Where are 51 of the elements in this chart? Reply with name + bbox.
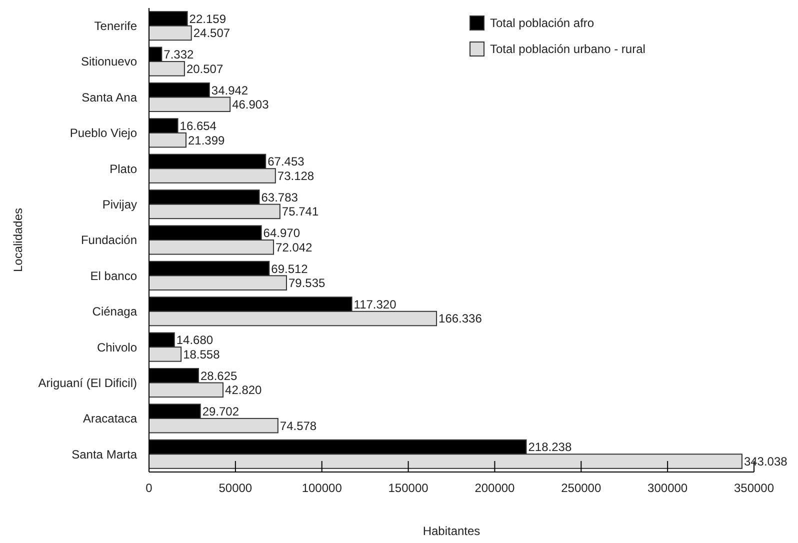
y-tick-label: Santa Ana [82,90,138,104]
data-label: 72.042 [276,240,313,254]
data-label: 34.942 [211,83,248,98]
data-label: 14.680 [176,333,214,348]
y-tick-label: Pivijay [102,198,137,212]
data-label: 343.038 [744,454,788,468]
x-tick-label: 200000 [474,481,516,495]
y-tick-label: Ariguaní (El Dificil) [38,376,137,390]
y-tick-label: Santa Marta [72,447,138,462]
data-label: 75.741 [282,204,319,219]
data-label: 46.903 [232,98,270,112]
data-label: 69.512 [271,262,308,276]
x-tick-label: 50000 [218,481,252,495]
y-tick-label: Ciénaga [92,304,138,319]
data-label: 24.507 [193,26,230,40]
data-label: 28.625 [200,368,238,383]
data-label: 21.399 [188,133,226,148]
x-tick-label: 0 [146,481,153,495]
y-tick-label: Fundación [80,233,137,248]
data-label: 20.507 [186,62,224,76]
x-tick-label: 100000 [302,481,342,495]
x-tick-label: 150000 [388,481,429,495]
legend-label: Total población afro [490,16,594,30]
y-tick-label: Plato [110,162,138,176]
legend-label: Total población urbano - rural [490,42,646,56]
y-tick-label: Pueblo Viejo [70,126,138,140]
data-label: 18.558 [183,347,220,362]
y-tick-label: Chivolo [96,340,138,354]
x-tick-label: 250000 [561,481,602,495]
y-tick-label: Sitionuevo [80,54,138,69]
data-label: 42.820 [225,383,262,398]
data-label: 64.970 [263,226,300,240]
data-label: 63.783 [261,190,298,204]
data-label: 166.336 [438,312,482,326]
x-axis-title: Habitantes [422,524,480,538]
data-label: 16.654 [180,118,217,133]
data-label: 79.535 [288,276,326,290]
y-tick-label: Aracataca [82,412,138,426]
data-label: 22.159 [189,12,226,26]
data-label: 67.453 [268,154,305,169]
data-label: 29.702 [202,404,240,419]
x-tick-label: 350000 [734,481,774,495]
y-axis-title: Localidades [11,208,25,272]
y-tick-label: El banco [90,268,138,283]
data-label: 7.332 [164,48,194,62]
data-label: 74.578 [280,418,317,433]
x-tick-label: 300000 [648,481,688,495]
y-tick-label: Tenerife [94,19,138,34]
data-label: 73.128 [277,168,314,183]
data-label: 117.320 [354,297,397,312]
data-label: 218.238 [528,440,572,454]
